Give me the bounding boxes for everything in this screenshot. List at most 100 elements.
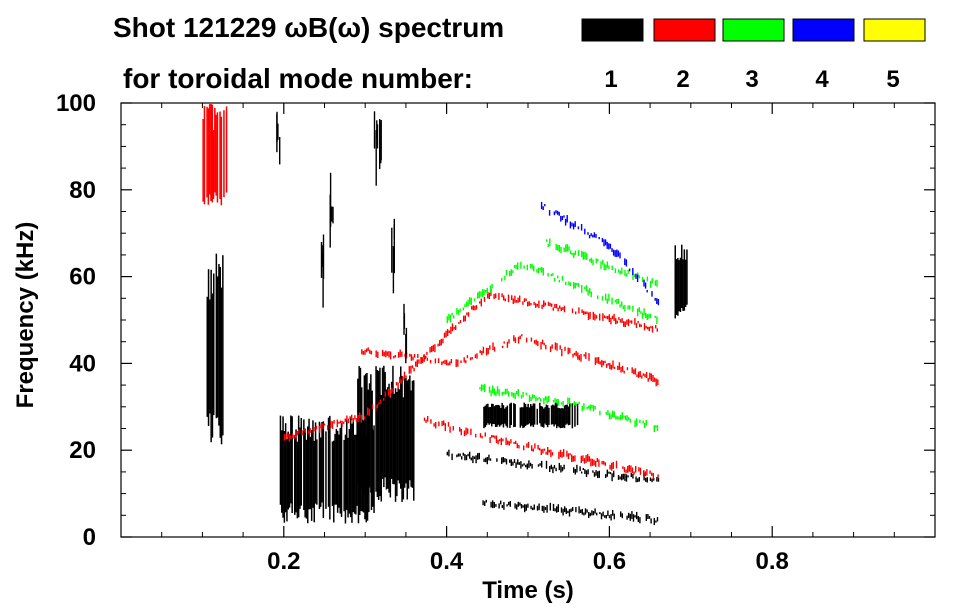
- spectral-mark: [349, 417, 352, 518]
- spectral-mark: [392, 388, 394, 392]
- spectral-mark: [512, 298, 514, 304]
- spectral-mark: [335, 428, 338, 505]
- spectral-mark: [561, 216, 564, 221]
- spectral-mark: [549, 502, 551, 511]
- spectral-mark: [540, 342, 542, 350]
- spectral-mark: [624, 258, 626, 266]
- spectral-mark: [597, 471, 599, 479]
- spectral-mark: [220, 287, 223, 445]
- spectral-mark: [546, 405, 549, 428]
- spectral-mark: [544, 204, 546, 207]
- spectral-mark: [562, 400, 564, 407]
- spectral-mark: [655, 325, 657, 329]
- spectral-mark: [483, 406, 485, 429]
- legend-swatch-mode-2: [653, 18, 716, 42]
- spectral-mark: [359, 412, 361, 418]
- spectral-mark: [528, 460, 530, 468]
- spectral-mark: [656, 517, 659, 522]
- spectral-mark: [456, 454, 458, 458]
- spectral-mark: [621, 365, 624, 372]
- spectral-mark: [355, 434, 357, 515]
- spectral-mark: [548, 449, 550, 453]
- spectral-mark: [572, 353, 574, 358]
- spectral-mark: [344, 434, 347, 524]
- y-axis-label: Frequency (kHz): [12, 222, 39, 409]
- spectral-mark: [620, 511, 622, 517]
- spectral-mark: [580, 224, 583, 231]
- spectral-mark: [338, 434, 340, 508]
- spectral-mark: [575, 507, 577, 513]
- spectral-mark: [614, 268, 617, 273]
- spectral-mark: [541, 304, 543, 310]
- spectral-mark: [318, 421, 321, 509]
- spectral-mark: [609, 472, 612, 475]
- spectral-mark: [621, 301, 623, 307]
- spectral-mark: [467, 453, 469, 457]
- spectral-mark: [605, 264, 607, 271]
- spectral-mark: [352, 418, 354, 423]
- spectral-mark: [514, 337, 517, 343]
- spectral-mark: [367, 347, 369, 351]
- spectral-mark: [648, 326, 650, 332]
- spectral-mark: [456, 308, 458, 315]
- spectral-mark: [358, 366, 360, 497]
- spectral-mark: [537, 444, 539, 450]
- spectral-mark: [581, 405, 583, 412]
- spectral-mark: [490, 501, 492, 508]
- spectral-mark: [450, 326, 452, 334]
- spectral-mark: [609, 464, 611, 470]
- spectral-mark: [619, 304, 621, 308]
- spectral-mark: [555, 243, 557, 251]
- spectral-mark: [501, 505, 503, 508]
- spectral-mark: [655, 425, 657, 428]
- spectral-mark: [564, 506, 566, 513]
- spectral-mark: [288, 439, 291, 508]
- spectral-mark: [607, 363, 609, 366]
- spectral-mark: [549, 302, 551, 307]
- spectral-mark: [522, 301, 524, 305]
- spectral-mark: [653, 377, 656, 382]
- spectral-mark: [370, 374, 372, 493]
- spectral-mark: [639, 419, 641, 424]
- spectral-mark: [621, 267, 623, 274]
- spectral-mark: [577, 226, 580, 230]
- spectral-mark: [539, 463, 541, 466]
- spectral-mark: [558, 451, 560, 460]
- spectral-mark: [531, 464, 533, 469]
- spectral-mark: [432, 344, 434, 352]
- spectral-mark: [638, 275, 641, 279]
- spectral-mark: [681, 244, 683, 308]
- spectral-mark: [639, 517, 641, 524]
- spectral-mark: [479, 301, 481, 304]
- spectral-mark: [447, 329, 449, 336]
- spectral-mark: [542, 267, 544, 276]
- spectral-mark: [642, 373, 645, 376]
- spectral-mark: [530, 505, 532, 510]
- spectral-mark: [605, 316, 607, 319]
- spectral-mark: [602, 313, 604, 321]
- spectral-mark: [649, 313, 652, 319]
- spectral-mark: [504, 275, 506, 281]
- spectral-mark: [480, 298, 482, 307]
- spectral-mark: [573, 352, 576, 356]
- spectral-mark: [542, 448, 544, 454]
- spectral-mark: [543, 342, 545, 346]
- spectral-mark: [619, 270, 621, 275]
- spectral-mark: [656, 298, 658, 304]
- spectral-mark: [617, 269, 620, 273]
- spectral-mark: [355, 418, 358, 422]
- spectral-mark: [602, 511, 604, 517]
- spectral-mark: [624, 415, 627, 420]
- spectral-mark: [508, 501, 510, 506]
- spectral-mark: [555, 210, 557, 214]
- spectral-mark: [616, 416, 619, 420]
- spectral-mark: [357, 378, 359, 483]
- spectral-mark: [632, 268, 634, 276]
- spectral-mark: [594, 508, 596, 514]
- spectral-mark: [515, 462, 517, 468]
- spectral-mark: [481, 435, 483, 439]
- spectral-mark: [641, 312, 644, 319]
- spectral-mark: [546, 396, 548, 404]
- chart-subtitle: for toroidal mode number:: [123, 63, 473, 94]
- spectral-mark: [655, 378, 657, 387]
